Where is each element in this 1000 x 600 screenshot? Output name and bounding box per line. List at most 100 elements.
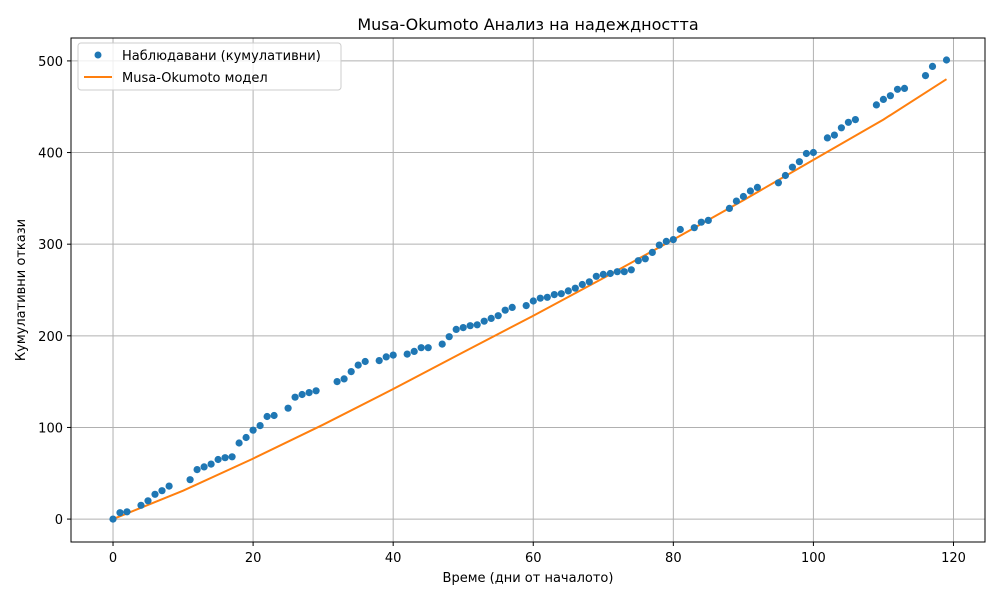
x-tick-label: 60 (525, 551, 542, 566)
observed-point (620, 268, 628, 276)
observed-point (900, 84, 909, 92)
observed-point (655, 241, 663, 249)
observed-point (452, 325, 460, 333)
observed-point (382, 353, 390, 361)
observed-point (648, 248, 656, 256)
observed-point (739, 192, 748, 201)
observed-point (641, 255, 649, 263)
x-tick-label: 40 (385, 551, 402, 566)
chart-title: Musa-Okumoto Анализ на надеждността (357, 15, 698, 34)
observed-point (417, 344, 425, 352)
observed-point (746, 187, 755, 195)
observed-point (494, 312, 502, 320)
grid (71, 38, 985, 542)
observed-point (578, 280, 586, 289)
observed-point (942, 56, 951, 64)
y-tick-label: 500 (38, 55, 63, 70)
x-tick-label: 20 (245, 551, 262, 566)
observed-point (634, 257, 642, 265)
observed-point (347, 368, 355, 376)
observed-point (375, 357, 383, 365)
observed-point (403, 350, 411, 358)
observed-point (823, 134, 832, 142)
observed-point (795, 158, 804, 166)
y-tick-label: 0 (55, 513, 63, 528)
observed-point (851, 116, 860, 124)
observed-point (697, 218, 705, 226)
x-axis-title: Време (дни от началото) (443, 571, 614, 586)
observed-point (221, 454, 229, 462)
observed-point (144, 497, 152, 505)
observed-point (501, 306, 509, 314)
observed-point (844, 118, 853, 126)
observed-point (774, 179, 783, 187)
legend-label-observed: Наблюдавани (кумулативни) (122, 49, 321, 64)
observed-point (543, 293, 551, 301)
x-tick-label: 0 (109, 551, 117, 566)
observed-point (508, 303, 516, 311)
observed-point (613, 268, 621, 276)
observed-point (165, 482, 173, 490)
legend-box (77, 42, 342, 91)
observed-point (438, 340, 446, 348)
observed-point (242, 433, 250, 442)
observed-point (270, 411, 278, 420)
observed-point (704, 216, 712, 224)
observed-point (564, 287, 572, 295)
observed-point (585, 278, 593, 286)
observed-point (389, 351, 397, 359)
observed-point (228, 453, 236, 461)
observed-point (669, 236, 677, 244)
observed-point (606, 269, 614, 278)
y-axis-title: Кумулативни откази (14, 219, 29, 361)
observed-point (361, 357, 369, 366)
observed-point (557, 290, 565, 298)
observed-point (459, 324, 467, 332)
observed-point (466, 322, 474, 330)
observed-point (879, 95, 888, 103)
observed-point (158, 487, 166, 495)
observed-point (333, 378, 341, 386)
observed-point (571, 284, 579, 292)
observed-point (809, 148, 818, 157)
observed-point (690, 224, 698, 232)
observed-point (137, 501, 145, 509)
observed-point (410, 347, 418, 355)
observed-point (781, 171, 790, 180)
observed-point (200, 463, 208, 471)
x-tick-label: 80 (665, 551, 682, 566)
observed-point (284, 404, 292, 412)
observed-point (788, 163, 797, 171)
observed-point (536, 294, 544, 302)
observed-point (592, 272, 600, 280)
observed-point (480, 317, 488, 325)
observed-point (263, 412, 271, 421)
observed-point (235, 439, 243, 447)
observed-point (599, 270, 607, 278)
observed-point (550, 291, 558, 299)
observed-point (676, 225, 684, 234)
y-tick-label: 400 (38, 147, 63, 162)
observed-point (627, 266, 635, 274)
legend-label-model: Musa-Okumoto модел (122, 71, 268, 86)
observed-point (249, 426, 257, 434)
observed-point (732, 197, 741, 205)
observed-point (151, 490, 159, 498)
observed-point (298, 390, 306, 399)
observed-point (214, 455, 222, 464)
observed-point (522, 302, 530, 310)
observed-point (256, 422, 264, 430)
y-tick-label: 300 (38, 238, 63, 253)
observed-point (893, 85, 902, 93)
observed-point (529, 297, 537, 305)
observed-point (123, 508, 131, 516)
axis-ticks: 0 20 40 60 80 100 120 0 100 200 300 400 500 (38, 55, 966, 566)
legend: Наблюдавани (кумулативни) Musa-Okumoto м… (77, 42, 342, 91)
model-line (112, 78, 948, 521)
observed-point (886, 92, 895, 100)
observed-point (837, 124, 846, 132)
observed-point (725, 204, 734, 212)
y-tick-label: 100 (38, 421, 63, 436)
